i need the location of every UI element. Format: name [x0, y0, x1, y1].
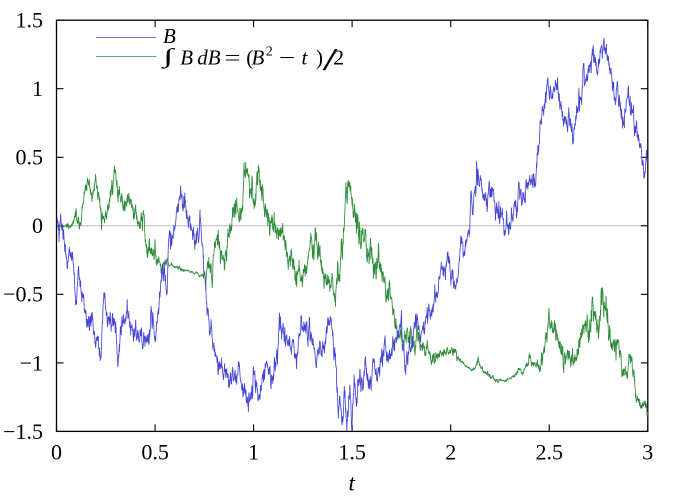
svg-text:1: 1 [32, 76, 43, 101]
svg-text:1.5: 1.5 [338, 440, 366, 465]
svg-text:2: 2 [266, 45, 273, 60]
svg-text:2: 2 [333, 46, 344, 70]
svg-text:−: − [279, 46, 296, 70]
svg-text:B: B [180, 46, 193, 70]
svg-text:/: / [323, 41, 338, 77]
svg-text:∫: ∫ [160, 44, 176, 69]
svg-text:−1: −1 [20, 350, 43, 375]
svg-text:2: 2 [445, 440, 456, 465]
svg-text:0.5: 0.5 [141, 440, 169, 465]
svg-text:dB: dB [197, 46, 221, 70]
svg-text:B: B [252, 46, 265, 70]
svg-text:3: 3 [642, 440, 653, 465]
svg-text:2.5: 2.5 [535, 440, 563, 465]
svg-text:=: = [225, 46, 241, 70]
svg-text:1.5: 1.5 [16, 8, 44, 33]
svg-text:0: 0 [32, 213, 43, 238]
svg-text:t: t [349, 471, 356, 496]
svg-text:0.5: 0.5 [16, 145, 44, 170]
svg-text:−1.5: −1.5 [3, 419, 43, 444]
svg-text:(: ( [246, 46, 253, 70]
svg-text:): ) [316, 46, 323, 70]
svg-text:t: t [302, 46, 309, 70]
svg-text:1: 1 [248, 440, 259, 465]
svg-text:B: B [163, 24, 176, 48]
svg-text:0: 0 [51, 440, 62, 465]
svg-text:−0.5: −0.5 [3, 282, 43, 307]
